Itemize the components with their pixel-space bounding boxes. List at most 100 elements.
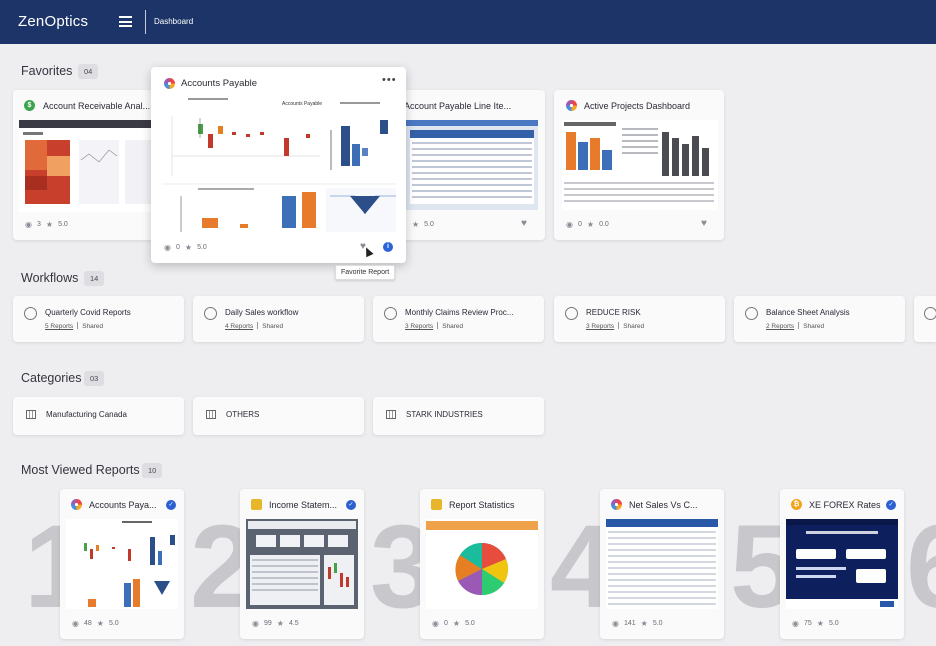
card-title: Account Payable Line Ite... [404,101,512,111]
heart-icon[interactable]: ♥ [521,218,527,229]
most-viewed-card[interactable]: ₿ XE FOREX Rates ✓ ◉ 75 ★ 5.0 [780,489,904,639]
rating-value: 5.0 [424,221,434,228]
workflow-icon [565,307,578,320]
star-icon: ★ [412,220,420,229]
card-title: Accounts Paya... [89,500,157,510]
eye-icon: ◉ [164,243,171,252]
favorite-card[interactable]: Active Projects Dashboard ◉ 0 ★ 0.0 ♥ [554,90,724,240]
workflow-card[interactable]: Balance Sheet Analysis 2 Reports Shared [734,296,905,342]
workflow-meta: 4 Reports Shared [225,322,283,330]
card-stats: ◉ 3 ★ 5.0 [25,220,68,229]
most-viewed-card[interactable]: Accounts Paya... ✓ ◉ 48 ★ 5.0 [60,489,184,639]
workflow-card[interactable]: Daily Sales workflow 4 Reports Shared [193,296,364,342]
reports-link[interactable]: 3 Reports [405,323,434,330]
verified-icon: ✓ [166,500,176,510]
reports-link[interactable]: 2 Reports [766,323,795,330]
workflow-title: Balance Sheet Analysis [766,308,850,317]
category-title: Manufacturing Canada [46,410,127,419]
category-title: STARK INDUSTRIES [406,410,483,419]
card-title: Net Sales Vs C... [629,500,698,510]
workflow-title: Monthly Claims Review Proc... [405,308,514,317]
most-viewed-card[interactable]: Income Statem... ✓ ◉ 99 ★ 4.5 [240,489,364,639]
reports-link[interactable]: 5 Reports [45,323,74,330]
workflow-card[interactable]: Monthly Claims Review Proc... 3 Reports S… [373,296,544,342]
heart-icon[interactable]: ♥ [360,241,366,252]
workflows-count: 14 [84,271,105,286]
card-stats: ◉ 0 ★ 5.0 [164,243,207,252]
workflow-card[interactable]: REDUCE RISK 3 Reports Shared [554,296,725,342]
most-viewed-heading: Most Viewed Reports [21,463,140,477]
shared-label: Shared [623,323,645,330]
star-icon: ★ [586,220,595,229]
app-icon [431,499,442,510]
app-icon [164,78,175,89]
brand-logo[interactable]: ZenOptics [18,13,89,30]
workflow-icon [745,307,758,320]
view-count: 3 [36,221,41,228]
workflows-heading: Workflows [21,271,79,285]
shared-label: Shared [82,323,104,330]
card-title: Income Statem... [269,500,338,510]
category-card[interactable]: STARK INDUSTRIES [373,397,544,435]
report-thumbnail: Accounts Payable [160,96,398,232]
workflow-card[interactable]: Quarterly Covid Reports 5 Reports Shared [13,296,184,342]
svg-text:Accounts Payable: Accounts Payable [282,101,322,107]
category-icon [206,410,216,419]
eye-icon: ◉ [432,619,439,628]
card-stats: ◉ 75 ★ 5.0 [792,619,839,628]
view-count: 0 [577,221,582,228]
favorite-card[interactable]: $ Account Receivable Anal... ◉ 3 ★ 5.0 [13,90,171,240]
mouse-cursor [362,245,374,258]
rating-value: 5.0 [108,620,119,627]
star-icon: ★ [45,220,54,229]
star-icon: ★ [640,619,648,628]
view-count: 99 [263,620,272,627]
eye-icon: ◉ [792,619,799,628]
star-icon: ★ [96,619,104,628]
more-icon[interactable]: ••• [382,74,397,86]
card-title: Accounts Payable [181,78,258,89]
workflow-title: REDUCE RISK [586,308,641,317]
report-thumbnail [786,519,898,609]
favorite-card-hovered[interactable]: Accounts Payable ••• Accounts Payable [151,67,406,263]
category-card[interactable]: OTHERS [193,397,364,435]
star-icon: ★ [184,243,193,252]
report-thumbnail [406,120,538,210]
app-icon [566,100,577,111]
info-icon[interactable]: i [383,242,393,252]
report-thumbnail [246,519,358,609]
workflow-title: Daily Sales workflow [225,308,299,317]
card-title: Report Statistics [449,500,515,510]
view-count: 48 [83,620,92,627]
rating-value: 5.0 [197,244,207,251]
reports-link[interactable]: 3 Reports [586,323,615,330]
categories-count: 03 [84,371,105,386]
card-stats: ◉ 99 ★ 4.5 [252,619,299,628]
card-stats: ◉ 0 ★ 0.0 [566,220,609,229]
rating-value: 4.5 [288,620,299,627]
star-icon: ★ [276,619,284,628]
most-viewed-card[interactable]: Report Statistics ◉ 0 ★ 5.0 [420,489,544,639]
workflow-icon [24,307,37,320]
header-divider [145,10,146,34]
heart-icon[interactable]: ♥ [701,218,707,229]
eye-icon: ◉ [566,220,573,229]
report-thumbnail [606,519,718,609]
categories-heading: Categories [21,371,82,385]
report-thumbnail [19,120,165,212]
rating-value: 5.0 [58,221,68,228]
category-card[interactable]: Manufacturing Canada [13,397,184,435]
eye-icon: ◉ [252,619,259,628]
card-title: XE FOREX Rates [809,500,881,510]
menu-icon[interactable] [119,16,132,27]
category-icon [386,410,396,419]
workflow-card-partial[interactable] [914,296,936,342]
breadcrumb[interactable]: Dashboard [154,17,194,26]
reports-link[interactable]: 4 Reports [225,323,254,330]
favorites-heading: Favorites [21,64,73,78]
favorite-card[interactable]: Account Payable Line Ite... ★ 5.0 ♥ [394,90,545,240]
most-viewed-card[interactable]: Net Sales Vs C... ◉ 141 ★ 5.0 [600,489,724,639]
star-icon: ★ [452,619,461,628]
verified-icon: ✓ [886,500,896,510]
app-icon [611,499,622,510]
